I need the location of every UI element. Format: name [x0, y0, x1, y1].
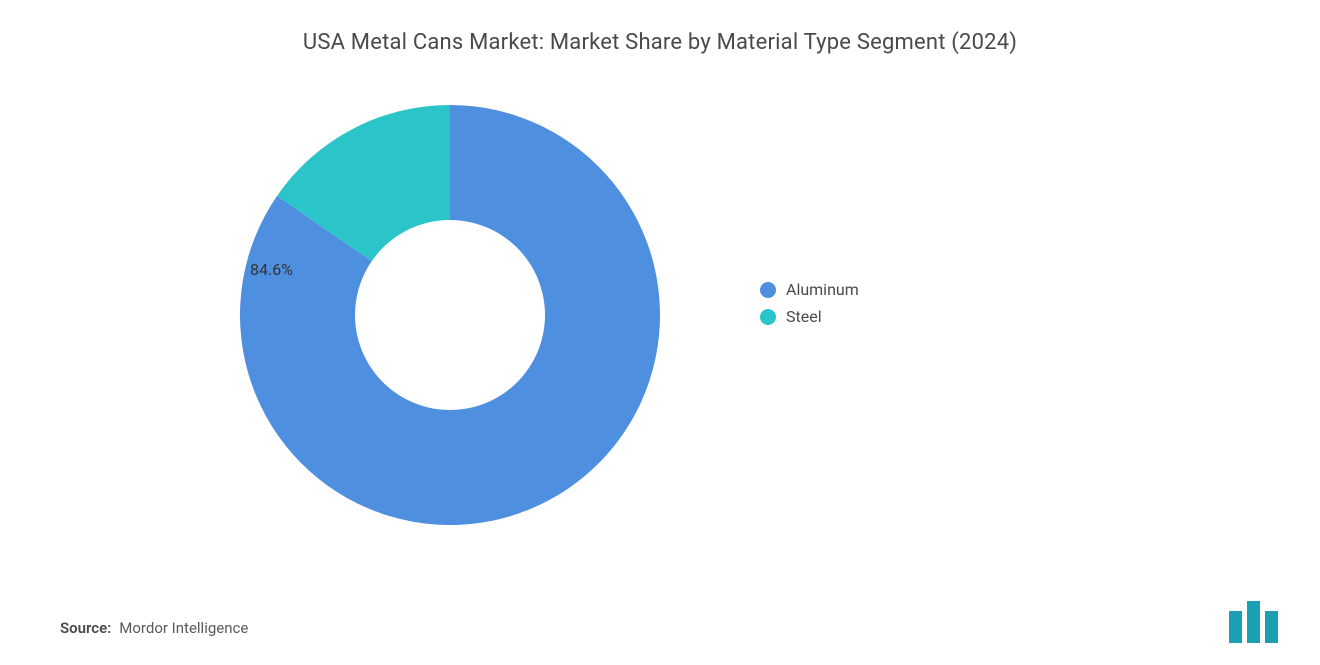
legend-label: Steel — [786, 307, 822, 326]
legend-item-aluminum: Aluminum — [760, 280, 859, 299]
legend-dot-icon — [760, 282, 776, 298]
donut-chart: 84.6% — [230, 95, 670, 535]
legend-item-steel: Steel — [760, 307, 859, 326]
source-label: Source: — [60, 619, 111, 637]
legend-dot-icon — [760, 309, 776, 325]
legend: Aluminum Steel — [760, 280, 859, 334]
source-footer: Source: Mordor Intelligence — [60, 619, 248, 637]
slice-label-aluminum: 84.6% — [250, 260, 293, 279]
chart-container: USA Metal Cans Market: Market Share by M… — [0, 0, 1320, 665]
source-value: Mordor Intelligence — [119, 619, 248, 637]
chart-area: 84.6% Aluminum Steel — [60, 85, 1260, 565]
mordor-logo-icon — [1227, 601, 1285, 643]
chart-title: USA Metal Cans Market: Market Share by M… — [60, 30, 1260, 55]
legend-label: Aluminum — [786, 280, 859, 299]
